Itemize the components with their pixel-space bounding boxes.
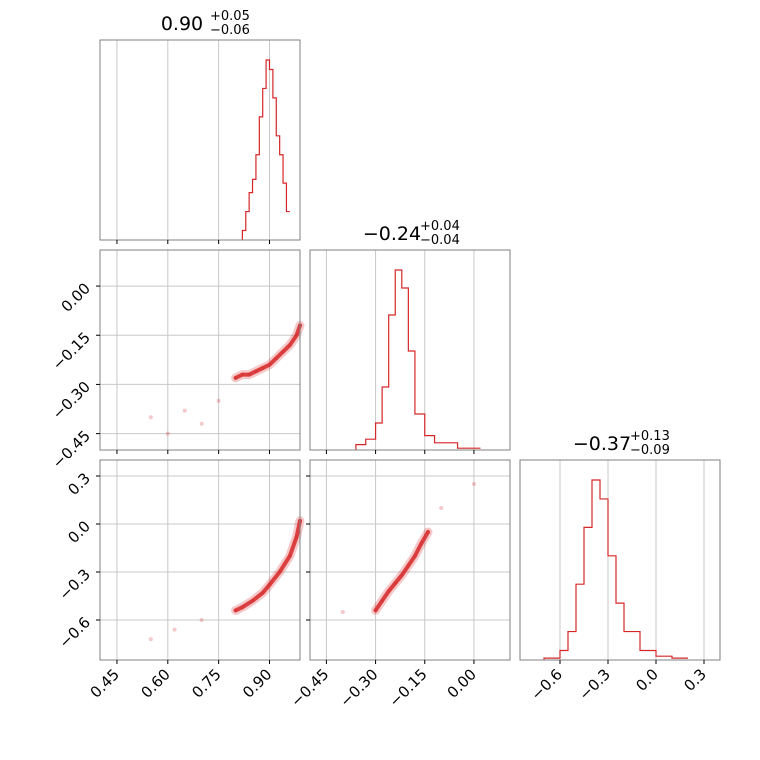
x-tick-label: 0.00 bbox=[444, 665, 480, 701]
sample-point bbox=[471, 482, 476, 486]
scatter-panel-frame-0-2 bbox=[99, 459, 301, 661]
y-tick-label: −0.6 bbox=[56, 613, 94, 651]
sample-point bbox=[148, 415, 153, 420]
x-tick-label: −0.30 bbox=[336, 665, 381, 710]
y-tick-label: 0.3 bbox=[64, 469, 94, 499]
x-tick-label: 0.45 bbox=[87, 665, 123, 701]
x-tick-label: 0.90 bbox=[239, 665, 275, 701]
x-tick-label: 0.60 bbox=[137, 665, 173, 701]
sample-point bbox=[199, 618, 204, 622]
panel-title-minus: −0.06 bbox=[210, 23, 250, 38]
y-tick-label: −0.30 bbox=[49, 378, 94, 423]
y-tick-label: 0.00 bbox=[58, 279, 94, 315]
y-tick-label: 0.0 bbox=[64, 517, 94, 547]
x-tick-label: 0.75 bbox=[188, 665, 224, 701]
x-tick-label: 0.0 bbox=[632, 665, 662, 695]
histogram-step-param-1 bbox=[355, 269, 481, 450]
x-tick-label: −0.15 bbox=[386, 665, 431, 710]
hist-panel-frame-0 bbox=[99, 39, 301, 241]
scatter-panel-frame-0-1 bbox=[99, 249, 301, 451]
sample-point bbox=[216, 398, 221, 403]
histogram-step-param-0 bbox=[241, 59, 290, 240]
sample-point bbox=[199, 421, 204, 426]
density-band-outer bbox=[231, 516, 305, 615]
x-tick-label: −0.6 bbox=[528, 665, 566, 703]
sample-point bbox=[340, 610, 345, 614]
x-tick-label: −0.45 bbox=[287, 665, 332, 710]
density-contour bbox=[233, 518, 302, 613]
sample-point bbox=[182, 408, 187, 413]
panel-title-minus: −0.04 bbox=[420, 233, 460, 248]
sample-point bbox=[439, 506, 444, 510]
scatter-panel-frame-1-2 bbox=[309, 459, 511, 661]
y-tick-label: −0.3 bbox=[56, 565, 94, 603]
y-tick-label: −0.15 bbox=[49, 329, 94, 374]
density-contour bbox=[233, 323, 302, 380]
density-contour bbox=[373, 530, 431, 613]
panel-title-value: 0.90 bbox=[161, 13, 203, 35]
panel-title-plus: +0.13 bbox=[630, 429, 670, 444]
sample-point bbox=[172, 627, 177, 632]
sample-point bbox=[165, 431, 170, 436]
panel-title-value: −0.24 bbox=[363, 223, 421, 245]
hist-panel-frame-1 bbox=[309, 249, 511, 451]
panel-title-plus: +0.04 bbox=[420, 219, 460, 234]
x-tick-label: 0.3 bbox=[680, 665, 710, 695]
x-tick-label: −0.3 bbox=[576, 665, 614, 703]
density-band-outer bbox=[231, 320, 305, 383]
panel-title-value: −0.37 bbox=[573, 433, 631, 455]
sample-point bbox=[148, 637, 153, 642]
hist-panel-frame-2 bbox=[519, 459, 721, 661]
y-tick-label: −0.45 bbox=[49, 427, 94, 472]
panel-title-plus: +0.05 bbox=[210, 9, 250, 24]
panel-title-minus: −0.09 bbox=[630, 443, 670, 458]
histogram-step-param-2 bbox=[543, 479, 688, 660]
